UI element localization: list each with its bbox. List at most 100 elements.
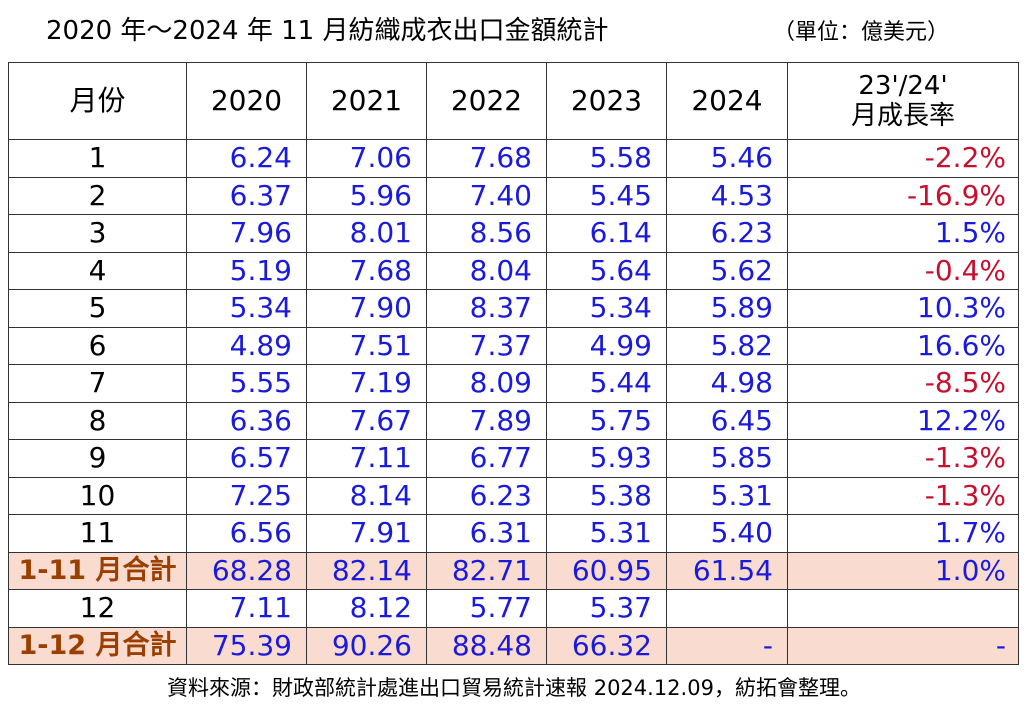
growth-cell: - [787, 626, 1019, 665]
value-cell: 5.82 [666, 326, 788, 365]
value-cell: 82.14 [306, 551, 427, 590]
value-cell: 7.67 [306, 401, 427, 440]
header-month: 月份 [8, 62, 187, 140]
total-row: 1-11 月合計 68.28 82.14 82.71 60.95 61.54 1.0% [8, 551, 1019, 590]
value-cell: 5.93 [546, 439, 667, 478]
table-body: 1 6.24 7.06 7.68 5.58 5.46 -2.2% 2 6.37 5.96 7.40 5… [8, 139, 1019, 665]
header-year: 2023 [546, 62, 667, 140]
growth-cell: -0.4% [787, 251, 1019, 290]
value-cell: 8.14 [306, 476, 427, 515]
value-cell: 7.90 [306, 289, 427, 328]
value-cell: 75.39 [186, 626, 307, 665]
month-cell: 11 [8, 514, 187, 553]
value-cell: 4.53 [666, 176, 788, 215]
value-cell [666, 589, 788, 628]
value-cell: 66.32 [546, 626, 667, 665]
value-cell: 7.68 [306, 251, 427, 290]
header-growth-period: 23'/24' [858, 71, 948, 101]
table-title: 2020 年～2024 年 11 月紡織成衣出口金額統計 [46, 16, 609, 46]
month-cell: 8 [8, 401, 187, 440]
value-cell: 7.96 [186, 214, 307, 253]
value-cell: 7.51 [306, 326, 427, 365]
total-label: 1-11 月合計 [8, 551, 187, 590]
value-cell: 6.77 [426, 439, 547, 478]
header-growth: 23'/24' 月成長率 [787, 62, 1019, 140]
month-cell: 1 [8, 139, 187, 178]
month-cell: 7 [8, 364, 187, 403]
value-cell: 8.56 [426, 214, 547, 253]
month-cell: 2 [8, 176, 187, 215]
growth-cell: -8.5% [787, 364, 1019, 403]
growth-cell: 1.0% [787, 551, 1019, 590]
value-cell: 4.99 [546, 326, 667, 365]
table-row: 10 7.25 8.14 6.23 5.38 5.31 -1.3% [8, 476, 1019, 515]
value-cell: 4.89 [186, 326, 307, 365]
growth-cell: 16.6% [787, 326, 1019, 365]
value-cell: - [666, 626, 788, 665]
value-cell: 5.96 [306, 176, 427, 215]
total-row: 1-12 月合計 75.39 90.26 88.48 66.32- - [8, 626, 1019, 665]
value-cell: 88.48 [426, 626, 547, 665]
total-label: 1-12 月合計 [8, 626, 187, 665]
value-cell: 8.04 [426, 251, 547, 290]
value-cell: 5.38 [546, 476, 667, 515]
growth-cell: -1.3% [787, 439, 1019, 478]
header-year: 2020 [186, 62, 307, 140]
table-row: 4 5.19 7.68 8.04 5.64 5.62 -0.4% [8, 251, 1019, 290]
value-cell: 7.25 [186, 476, 307, 515]
value-cell: 7.11 [186, 589, 307, 628]
value-cell: 68.28 [186, 551, 307, 590]
table-row: 5 5.34 7.90 8.37 5.34 5.89 10.3% [8, 289, 1019, 328]
header-year: 2022 [426, 62, 547, 140]
value-cell: 5.89 [666, 289, 788, 328]
value-cell: 6.23 [426, 476, 547, 515]
value-cell: 7.68 [426, 139, 547, 178]
value-cell: 5.44 [546, 364, 667, 403]
value-cell: 5.34 [186, 289, 307, 328]
table-row: 9 6.57 7.11 6.77 5.93 5.85 -1.3% [8, 439, 1019, 478]
growth-cell: 10.3% [787, 289, 1019, 328]
value-cell: 7.19 [306, 364, 427, 403]
table-row: 3 7.96 8.01 8.56 6.14 6.23 1.5% [8, 214, 1019, 253]
table-row: 11 6.56 7.91 6.31 5.31 5.40 1.7% [8, 514, 1019, 553]
value-cell: 7.89 [426, 401, 547, 440]
value-cell: 90.26 [306, 626, 427, 665]
value-cell: 5.58 [546, 139, 667, 178]
unit-label: （單位：億美元） [773, 20, 950, 45]
value-cell: 5.45 [546, 176, 667, 215]
value-cell: 5.19 [186, 251, 307, 290]
value-cell: 4.98 [666, 364, 788, 403]
month-cell: 9 [8, 439, 187, 478]
value-cell: 6.24 [186, 139, 307, 178]
value-cell: 5.55 [186, 364, 307, 403]
growth-cell [787, 589, 1019, 628]
value-cell: 8.12 [306, 589, 427, 628]
value-cell: 7.37 [426, 326, 547, 365]
table-row: 8 6.36 7.67 7.89 5.75 6.45 12.2% [8, 401, 1019, 440]
table-row: 7 5.55 7.19 8.09 5.44 4.98 -8.5% [8, 364, 1019, 403]
title-row: 2020 年～2024 年 11 月紡織成衣出口金額統計 （單位：億美元） [0, 0, 1028, 60]
value-cell: 7.11 [306, 439, 427, 478]
month-cell: 3 [8, 214, 187, 253]
value-cell: 6.23 [666, 214, 788, 253]
source-note: 資料來源：財政部統計處進出口貿易統計速報 2024.12.09，紡拓會整理。 [167, 676, 861, 700]
value-cell: 7.91 [306, 514, 427, 553]
table-row: 12 7.11 8.12 5.77 5.37 [8, 589, 1019, 628]
value-cell: 5.75 [546, 401, 667, 440]
value-cell: 5.62 [666, 251, 788, 290]
value-cell: 6.37 [186, 176, 307, 215]
table-row: 2 6.37 5.96 7.40 5.45 4.53 -16.9% [8, 176, 1019, 215]
value-cell: 5.31 [546, 514, 667, 553]
value-cell: 5.85 [666, 439, 788, 478]
value-cell: 82.71 [426, 551, 547, 590]
value-cell: 5.64 [546, 251, 667, 290]
month-cell: 5 [8, 289, 187, 328]
growth-cell: -1.3% [787, 476, 1019, 515]
value-cell: 5.34 [546, 289, 667, 328]
value-cell: 8.01 [306, 214, 427, 253]
value-cell: 6.31 [426, 514, 547, 553]
value-cell: 7.40 [426, 176, 547, 215]
month-cell: 4 [8, 251, 187, 290]
table-row: 1 6.24 7.06 7.68 5.58 5.46 -2.2% [8, 139, 1019, 178]
value-cell: 60.95 [546, 551, 667, 590]
